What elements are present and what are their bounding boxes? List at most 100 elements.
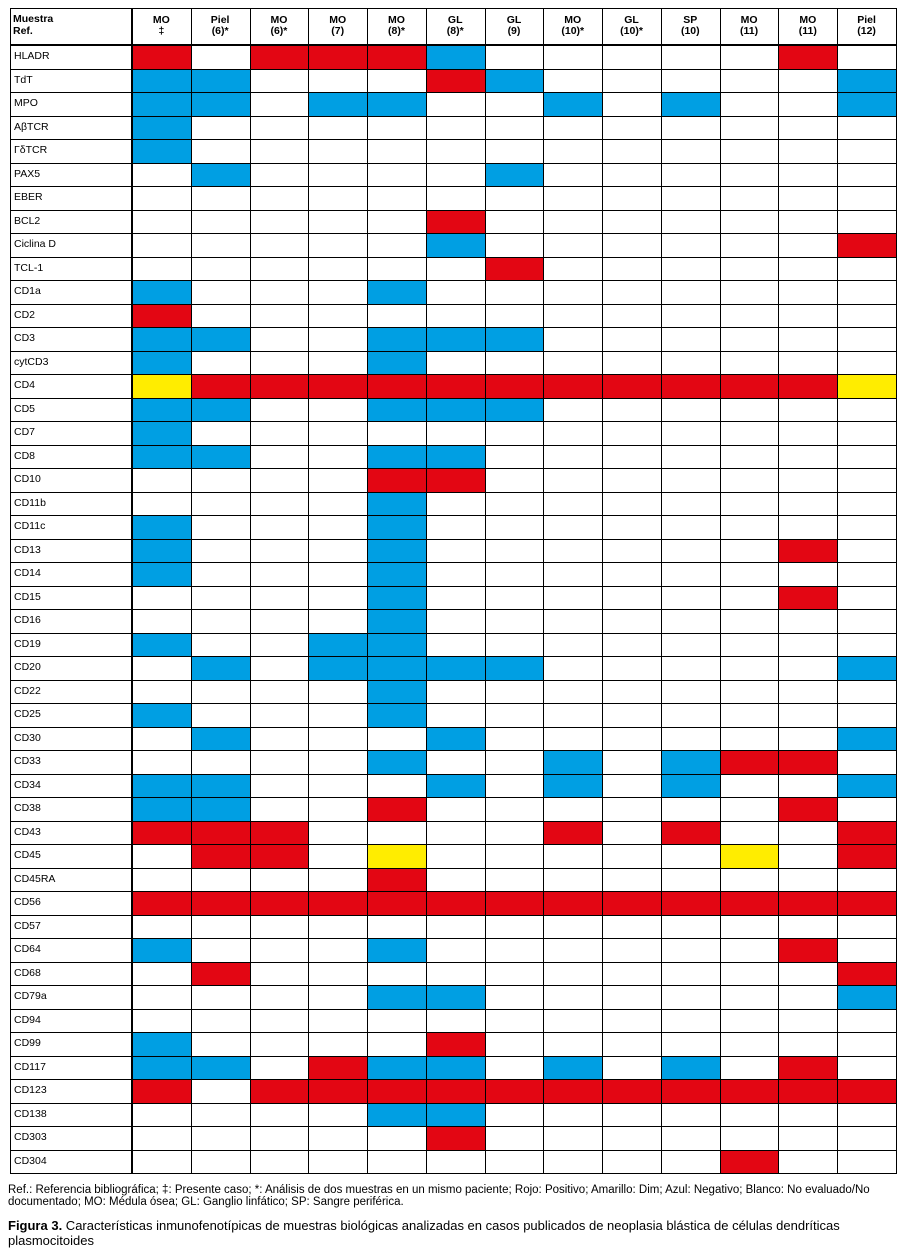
result-cell (719, 468, 780, 493)
result-cell (778, 703, 839, 728)
result-cell (367, 961, 427, 986)
result-cell (190, 632, 251, 657)
result-cell (543, 797, 604, 822)
result-cell (367, 421, 427, 446)
result-cell (425, 374, 486, 399)
marker-label: CD19 (14, 637, 41, 650)
result-cell (660, 45, 721, 70)
result-cell (425, 585, 486, 610)
result-cell (719, 632, 780, 657)
result-cell (425, 609, 486, 634)
result-cell (425, 327, 486, 352)
marker-label: CD7 (14, 426, 36, 438)
result-cell (719, 397, 780, 422)
result-cell (367, 1126, 427, 1151)
result-cell (837, 750, 897, 775)
result-cell (778, 585, 839, 610)
marker-label: CD5 (14, 402, 36, 415)
result-cell (190, 186, 251, 211)
result-cell (543, 68, 604, 93)
result-cell (367, 1055, 427, 1080)
result-cell (602, 1055, 662, 1080)
result-cell (308, 938, 369, 963)
result-cell (602, 844, 662, 869)
result-cell (132, 703, 192, 728)
result-cell (660, 256, 721, 281)
result-cell (543, 891, 604, 916)
result-cell (484, 233, 545, 258)
result-cell (602, 679, 662, 704)
result-cell (425, 115, 486, 140)
result-cell (602, 162, 662, 187)
result-cell (602, 374, 662, 399)
marker-label: CD10 (14, 473, 41, 485)
result-cell (425, 844, 486, 869)
result-cell (132, 726, 192, 751)
result-cell (602, 703, 662, 728)
result-cell (837, 656, 897, 681)
result-cell (190, 468, 251, 493)
result-cell (778, 444, 839, 469)
result-cell (367, 773, 427, 798)
column-header-ref: (7) (331, 25, 345, 37)
result-cell (837, 726, 897, 751)
result-cell (190, 867, 251, 892)
result-cell (367, 256, 427, 281)
result-cell (778, 867, 839, 892)
result-cell (660, 750, 721, 775)
result-cell (778, 162, 839, 187)
result-cell (249, 45, 310, 70)
result-cell (132, 914, 192, 939)
result-cell (778, 115, 839, 140)
result-cell (543, 45, 604, 70)
result-cell (425, 280, 486, 305)
result-cell (778, 209, 839, 234)
marker-label: CD15 (14, 590, 41, 603)
marker-label: CD38 (14, 802, 41, 814)
column-header-label: GL (506, 14, 522, 26)
result-cell (132, 444, 192, 469)
result-cell (249, 303, 310, 328)
result-cell (132, 679, 192, 704)
result-cell (367, 914, 427, 939)
result-cell (660, 444, 721, 469)
result-cell (308, 256, 369, 281)
result-cell (249, 867, 310, 892)
result-cell (484, 162, 545, 187)
result-cell (190, 961, 251, 986)
result-cell (719, 327, 780, 352)
result-cell (132, 45, 192, 70)
result-cell (190, 209, 251, 234)
result-cell (660, 961, 721, 986)
result-cell (602, 750, 662, 775)
result-cell (602, 233, 662, 258)
result-cell (132, 209, 192, 234)
column-header-label: Piel (210, 14, 230, 26)
result-cell (602, 327, 662, 352)
result-cell (367, 115, 427, 140)
result-cell (778, 515, 839, 540)
result-cell (132, 491, 192, 516)
marker-label: CD11b (14, 496, 46, 509)
result-cell (249, 562, 310, 587)
result-cell (719, 1032, 780, 1057)
result-cell (543, 703, 604, 728)
result-cell (719, 679, 780, 704)
result-cell (837, 961, 897, 986)
result-cell (543, 1126, 604, 1151)
result-cell (719, 256, 780, 281)
result-cell (308, 280, 369, 305)
result-cell (778, 1102, 839, 1127)
result-cell (602, 1102, 662, 1127)
result-cell (367, 209, 427, 234)
result-cell (484, 256, 545, 281)
result-cell (602, 1079, 662, 1104)
result-cell (543, 562, 604, 587)
result-cell (602, 468, 662, 493)
result-cell (425, 703, 486, 728)
marker-label: CD57 (14, 919, 41, 932)
result-cell (660, 186, 721, 211)
result-cell (837, 421, 897, 446)
result-cell (249, 1126, 310, 1151)
marker-label: CD13 (14, 543, 41, 556)
